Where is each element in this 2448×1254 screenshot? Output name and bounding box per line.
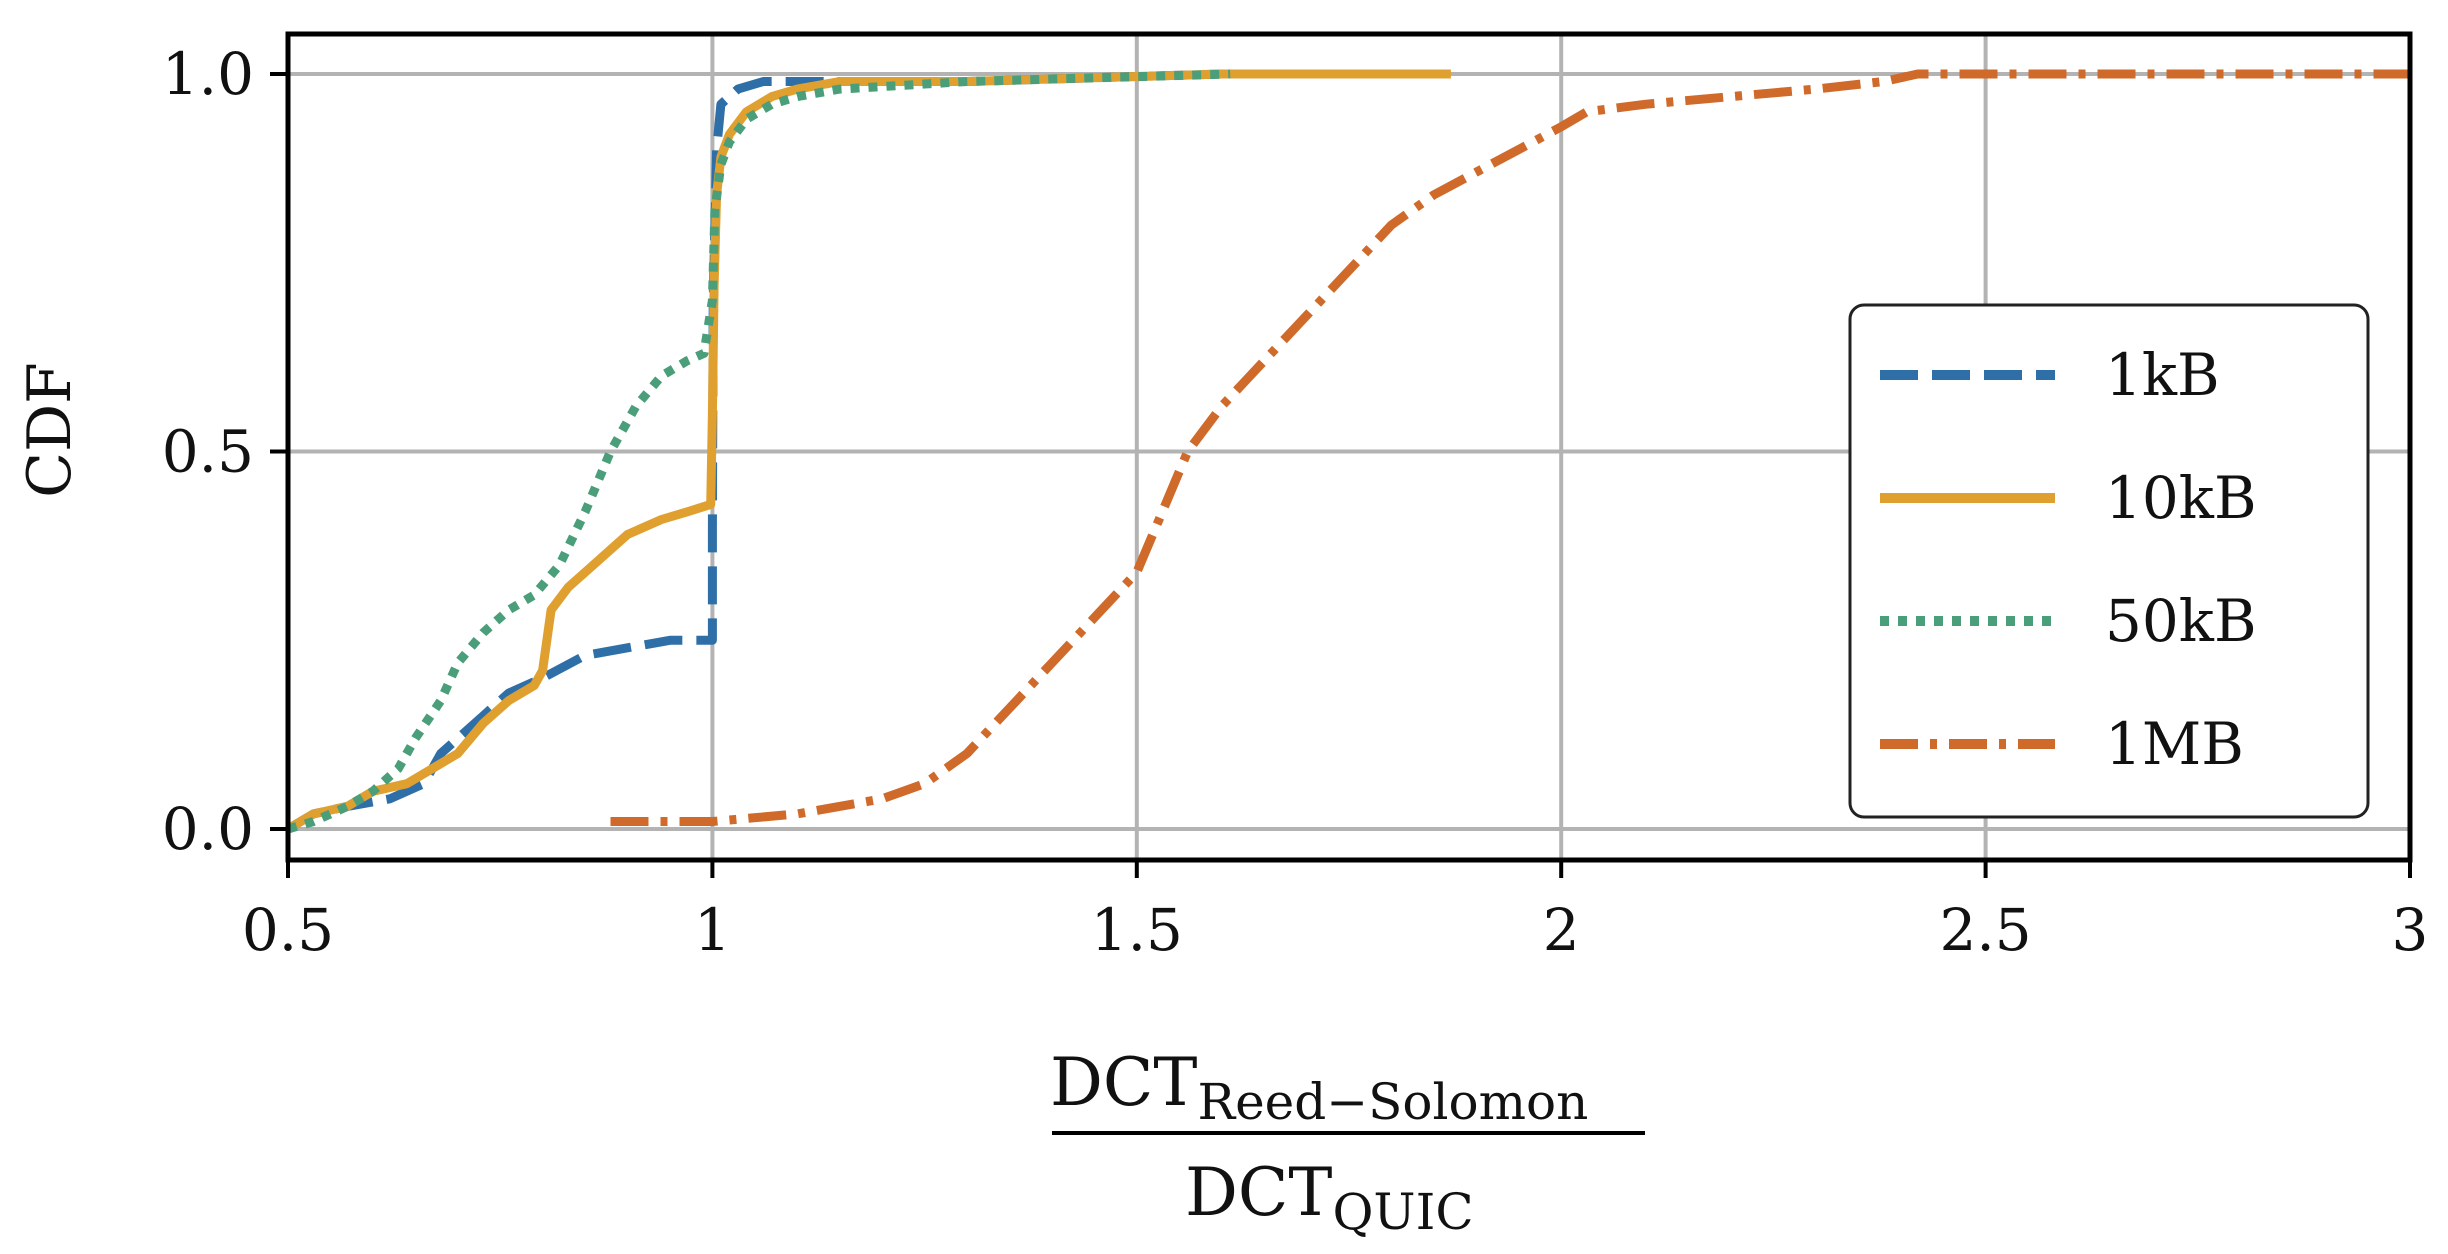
x-label-denominator-sub: QUIC bbox=[1332, 1183, 1473, 1241]
legend: 1kB 10kB 50kB 1MB bbox=[1848, 303, 2370, 819]
plot-frame bbox=[285, 31, 2413, 863]
series-line-10kb bbox=[285, 69, 1451, 833]
x-label-denominator-main: DCT bbox=[1185, 1154, 1332, 1231]
x-tick-label: 1 bbox=[694, 896, 731, 964]
series-line-50kb bbox=[286, 69, 1231, 834]
series-line-1mb bbox=[610, 69, 2410, 826]
x-label-numerator: DCTReed−Solomon bbox=[1050, 1044, 1588, 1131]
x-label-numerator-sub: Reed−Solomon bbox=[1197, 1073, 1588, 1131]
legend-label-10kb: 10kB bbox=[2105, 464, 2257, 532]
x-tick-label: 1.5 bbox=[1091, 896, 1183, 964]
x-tick-label: 3 bbox=[2392, 896, 2429, 964]
x-tick-label: 2.5 bbox=[1939, 896, 2031, 964]
y-tick-label: 0.0 bbox=[162, 795, 254, 863]
x-tick-label: 2 bbox=[1543, 896, 1580, 964]
y-tick-label: 0.5 bbox=[162, 418, 254, 486]
legend-label-1mb: 1MB bbox=[2105, 710, 2244, 778]
y-axis-label: CDF bbox=[15, 362, 85, 498]
legend-label-50kb: 50kB bbox=[2105, 587, 2257, 655]
x-axis-label: DCTReed−Solomon DCTQUIC bbox=[1050, 1044, 1645, 1241]
series-lines bbox=[285, 69, 2410, 834]
legend-label-1kb: 1kB bbox=[2105, 341, 2220, 409]
tick-marks bbox=[270, 72, 2412, 878]
y-tick-label: 1.0 bbox=[162, 40, 254, 108]
x-label-numerator-main: DCT bbox=[1050, 1044, 1197, 1121]
tick-labels: 0.5 1 1.5 2 2.5 3 0.0 0.5 1.0 bbox=[162, 40, 2429, 964]
legend-box bbox=[1848, 303, 2370, 819]
series-line-1kb bbox=[285, 69, 1451, 833]
x-label-denominator: DCTQUIC bbox=[1185, 1154, 1474, 1241]
x-tick-label: 0.5 bbox=[242, 896, 334, 964]
